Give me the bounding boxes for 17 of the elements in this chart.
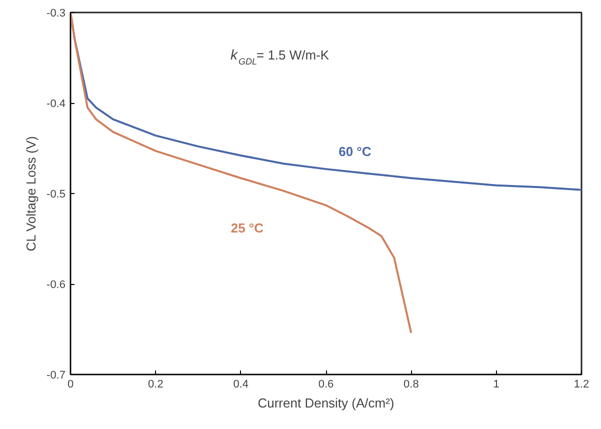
x-tick-label: 0.4 [233, 378, 248, 390]
line-series [70, 12, 412, 334]
y-tick-label: -0.6 [46, 279, 66, 291]
x-tick-label: 1.2 [574, 378, 590, 390]
x-axis-title: Current Density (A/cm²) [258, 396, 394, 410]
x-tick-label: 1 [493, 378, 500, 390]
y-axis-title: CL Voltage Loss (V) [24, 136, 39, 252]
x-tick-label: 0.6 [318, 378, 334, 390]
y-tick-label: -0.3 [46, 8, 66, 20]
y-tick-label: -0.7 [46, 370, 66, 382]
x-tick-label: 0 [67, 378, 74, 390]
x-tick-label: 0.8 [404, 378, 419, 390]
text: 25 °C [230, 220, 264, 236]
y-tick-label: -0.4 [46, 98, 66, 110]
series-label: 60 °C [338, 144, 372, 160]
y-tick-label: -0.5 [46, 188, 66, 200]
x-tick-label: 0.2 [148, 378, 164, 390]
